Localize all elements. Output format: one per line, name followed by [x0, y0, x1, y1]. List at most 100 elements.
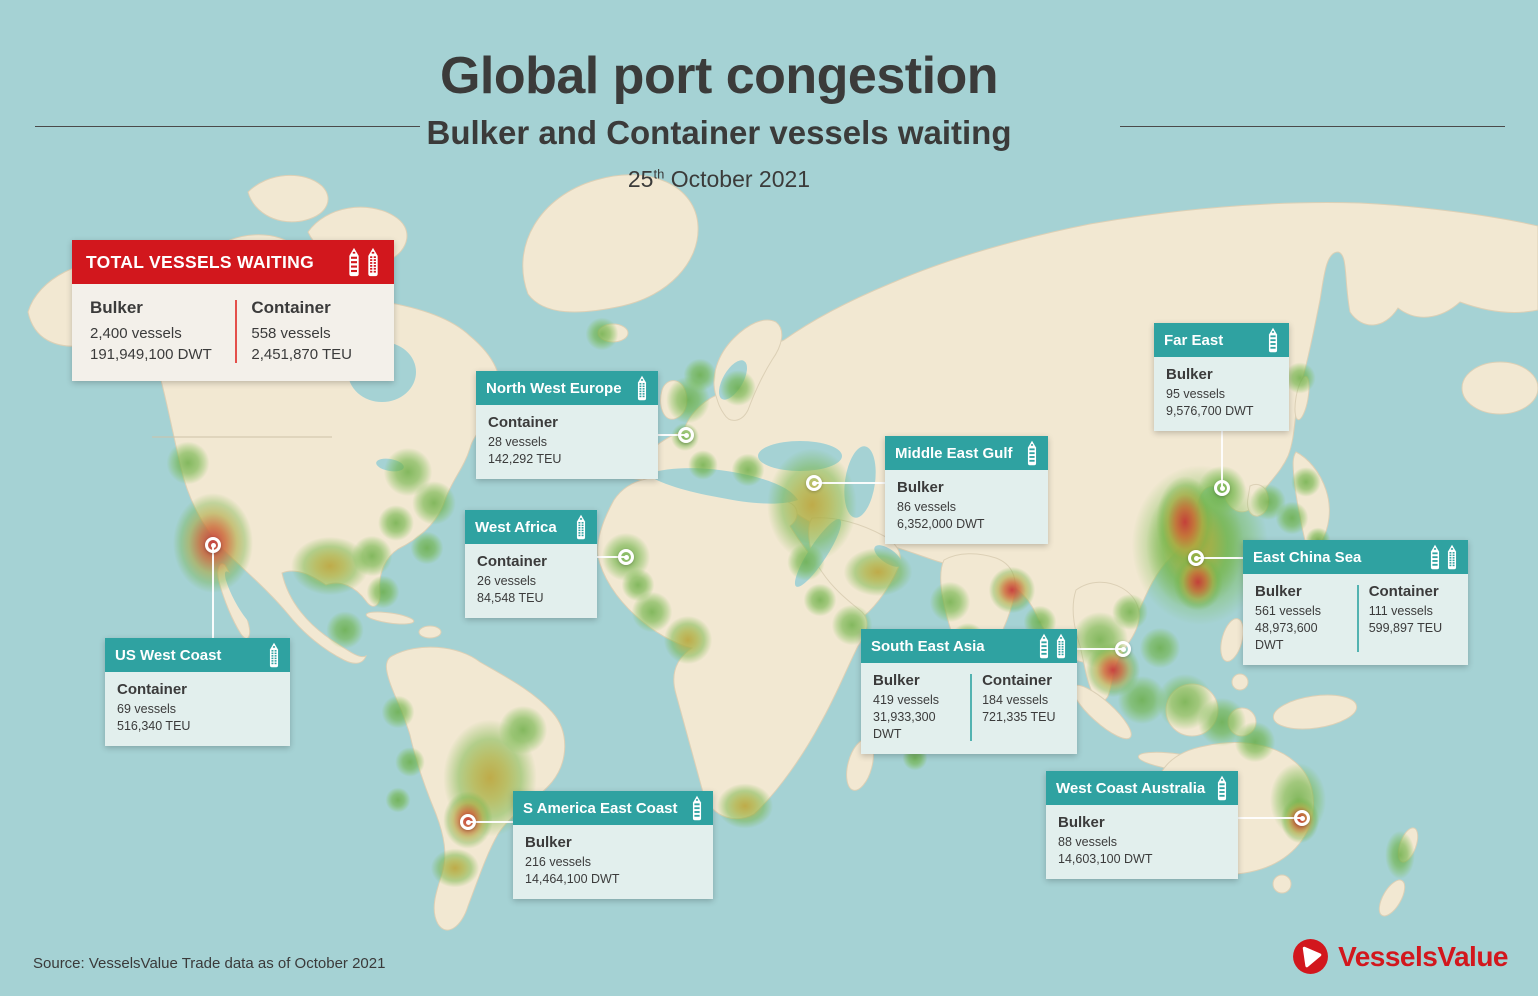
report-date: 25th October 2021	[627, 166, 811, 192]
vessel-amount: 84,548 TEU	[477, 590, 544, 605]
container-ship-icon	[366, 247, 380, 277]
port-marker	[460, 814, 476, 830]
column-divider	[1356, 585, 1359, 652]
vessel-amount: 48,973,600 DWT	[1255, 620, 1318, 652]
page-subtitle: Bulker and Container vessels waiting	[426, 114, 1012, 151]
total-container-column: Container 558 vessels 2,451,870 TEU	[251, 298, 376, 365]
region-name: US West Coast	[115, 646, 222, 664]
region-box-west-africa: West Africa Container 26 vessels 84,548 …	[465, 510, 597, 618]
vessel-type-label: Bulker	[525, 834, 572, 851]
congestion-heat-spot	[424, 843, 486, 893]
vessel-type-label: Container	[488, 414, 559, 431]
vessel-amount: 14,603,100 DWT	[1058, 851, 1153, 866]
brand-name: VesselsValue	[1338, 940, 1508, 972]
congestion-heat-spot	[1134, 622, 1186, 674]
vessel-count: 28 vessels	[488, 435, 548, 449]
brand-logo: VesselsValue	[1292, 938, 1508, 975]
column-divider	[970, 674, 973, 741]
vessel-count: 561 vessels	[1255, 604, 1322, 618]
vessel-amount: 191,949,100 DWT	[90, 346, 212, 363]
region-box-east-china-sea: East China Sea Bulker 561 vessels 48,973…	[1243, 540, 1468, 665]
bulker-ship-icon	[1429, 544, 1441, 570]
congestion-heat-spot	[1262, 752, 1334, 848]
congestion-heat-spot	[754, 432, 870, 578]
vessel-count: 2,400 vessels	[90, 325, 182, 342]
congestion-heat-spot	[377, 441, 439, 503]
region-name: West Coast Australia	[1056, 779, 1206, 797]
congestion-heat-spot	[799, 579, 841, 621]
vessel-type-label: Container	[982, 672, 1053, 689]
congestion-heat-spot	[1191, 691, 1253, 753]
congestion-heat-spot	[391, 743, 429, 781]
congestion-heat-spot	[346, 530, 398, 582]
total-box-header: TOTAL VESSELS WAITING	[72, 240, 394, 284]
congestion-heat-spot	[406, 475, 462, 531]
congestion-heat-spot	[727, 449, 769, 491]
port-marker	[1214, 480, 1230, 496]
container-ship-icon	[1446, 544, 1458, 570]
port-marker	[618, 549, 634, 565]
vessel-count: 216 vessels	[525, 855, 592, 869]
page-title: Global port congestion	[439, 47, 999, 105]
vessel-type-label: Container	[477, 553, 548, 570]
region-box-far-east: Far East Bulker 95 vessels 9,576,700 DWT	[1154, 323, 1289, 431]
vessel-count: 419 vessels	[873, 693, 940, 707]
vessel-amount: 9,576,700 DWT	[1166, 403, 1254, 418]
congestion-heat-spot	[782, 538, 830, 586]
region-box-middle-east-gulf: Middle East Gulf Bulker 86 vessels 6,352…	[885, 436, 1048, 544]
congestion-heat-spot	[1079, 636, 1147, 704]
total-bulker-column: Bulker 2,400 vessels 191,949,100 DWT	[90, 298, 221, 365]
vessel-type-label: Bulker	[1166, 366, 1213, 383]
congestion-heat-spot	[834, 541, 922, 603]
congestion-heat-spot	[679, 354, 721, 396]
region-box-us-west-coast: US West Coast Container 69 vessels 516,3…	[105, 638, 290, 746]
port-marker	[806, 475, 822, 491]
congestion-heat-spot	[1149, 666, 1221, 738]
vessel-type-label: Bulker	[1255, 583, 1302, 600]
vessel-type-label: Container	[1368, 583, 1439, 600]
region-name: Middle East Gulf	[895, 444, 1013, 462]
region-name: North West Europe	[486, 379, 622, 397]
vessel-count: 86 vessels	[897, 500, 957, 514]
region-box-west-coast-australia: West Coast Australia Bulker 88 vessels 1…	[1046, 771, 1238, 879]
congestion-heat-spot	[715, 365, 761, 411]
total-box-body: Bulker 2,400 vessels 191,949,100 DWT Con…	[72, 284, 394, 381]
congestion-heat-spot	[362, 571, 404, 613]
congestion-heat-spot	[1107, 589, 1153, 635]
congestion-heat-spot	[382, 784, 414, 816]
title-rule-left	[35, 126, 420, 127]
vessel-amount: 516,340 TEU	[117, 718, 191, 733]
bulker-ship-icon	[1038, 633, 1050, 659]
congestion-heat-spot	[492, 699, 554, 761]
region-box-south-east-asia: South East Asia Bulker 419 vessels 31,93…	[861, 629, 1077, 754]
vessel-amount: 14,464,100 DWT	[525, 871, 620, 886]
vessel-count: 111 vessels	[1368, 604, 1433, 618]
vessel-amount: 31,933,300 DWT	[873, 709, 936, 741]
vessel-count: 26 vessels	[477, 574, 537, 588]
congestion-heat-spot	[684, 446, 722, 484]
congestion-heat-spot	[160, 435, 216, 491]
bulker-ship-icon	[1026, 440, 1038, 466]
congestion-heat-spot	[280, 528, 380, 604]
congestion-heat-spot	[983, 561, 1041, 619]
port-marker	[1294, 810, 1310, 826]
region-name: S America East Coast	[523, 799, 678, 817]
vessel-amount: 721,335 TEU	[982, 709, 1056, 724]
congestion-heat-spot	[660, 370, 716, 430]
port-marker	[678, 427, 694, 443]
congestion-heat-spot	[1111, 669, 1173, 731]
congestion-heat-spot	[626, 586, 678, 638]
congestion-heat-spot	[163, 480, 263, 606]
bulker-ship-icon	[691, 795, 703, 821]
source-note: Source: VesselsValue Trade data as of Oc…	[33, 955, 386, 972]
container-ship-icon	[1055, 633, 1067, 659]
vessel-amount: 142,292 TEU	[488, 451, 562, 466]
congestion-heat-spot	[924, 576, 976, 628]
vessel-type-label: Bulker	[90, 298, 143, 317]
vessel-type-label: Bulker	[1058, 814, 1105, 831]
port-marker	[1115, 641, 1131, 657]
region-name: East China Sea	[1253, 548, 1362, 566]
vessel-count: 69 vessels	[117, 702, 177, 716]
congestion-heat-spot	[595, 526, 657, 588]
